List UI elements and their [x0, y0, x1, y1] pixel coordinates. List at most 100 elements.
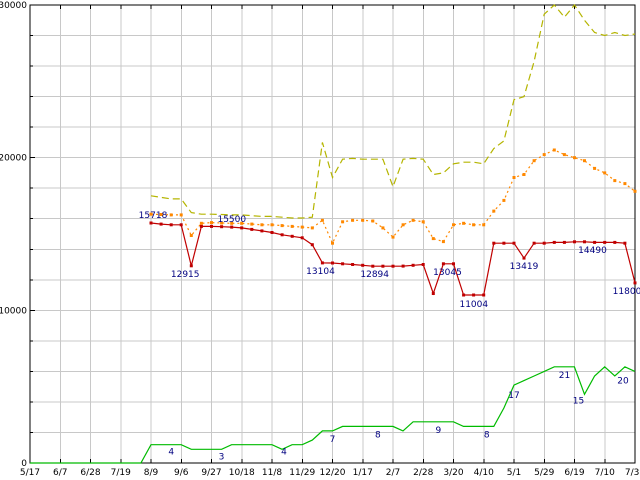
- point-value-label: 12894: [360, 270, 389, 280]
- data-point-marker: [371, 219, 375, 223]
- data-point-marker: [250, 222, 254, 226]
- data-point-marker: [290, 224, 294, 228]
- point-value-label: 12915: [171, 270, 200, 280]
- data-point-marker: [230, 225, 234, 229]
- gridlines: [29, 4, 636, 463]
- data-point-marker: [179, 213, 183, 217]
- data-point-marker: [189, 234, 193, 237]
- x-tick-label: 7/10: [595, 468, 615, 478]
- data-point-marker: [532, 241, 536, 245]
- data-point-marker: [159, 213, 163, 216]
- data-point-marker: [189, 264, 193, 268]
- data-point-marker: [220, 225, 224, 229]
- data-point-marker: [633, 281, 637, 285]
- data-point-marker: [583, 240, 586, 244]
- data-point-marker: [542, 241, 546, 245]
- x-tick-label: 12/20: [320, 468, 346, 478]
- data-point-marker: [462, 221, 466, 225]
- data-point-marker: [452, 223, 455, 227]
- data-point-marker: [270, 223, 274, 227]
- data-point-marker: [169, 213, 173, 217]
- point-value-label: 8: [375, 430, 381, 440]
- data-point-marker: [199, 224, 203, 228]
- data-point-marker: [542, 153, 546, 157]
- data-point-marker: [199, 221, 203, 225]
- data-point-marker: [270, 231, 274, 234]
- data-point-marker: [230, 221, 234, 225]
- data-point-marker: [623, 182, 627, 186]
- y-tick-label: 30000: [0, 1, 27, 11]
- data-point-marker: [421, 220, 425, 224]
- data-point-marker: [472, 293, 476, 297]
- x-tick-label: 7/31: [625, 468, 640, 478]
- data-point-marker: [441, 240, 445, 244]
- data-point-marker: [210, 224, 213, 228]
- data-point-marker: [613, 179, 617, 183]
- point-value-label: 13419: [510, 262, 539, 272]
- point-value-label: 3: [219, 452, 225, 462]
- data-point-marker: [603, 240, 607, 244]
- data-point-marker: [331, 241, 334, 245]
- data-point-marker: [300, 236, 304, 240]
- x-tick-label: 6/28: [80, 468, 100, 478]
- x-tick-label: 5/1: [507, 468, 521, 478]
- data-point-marker: [179, 223, 183, 227]
- data-point-marker: [411, 263, 415, 267]
- data-point-marker: [260, 229, 264, 233]
- data-point-marker: [351, 263, 355, 266]
- data-point-marker: [240, 226, 244, 230]
- x-tick-label: 5/29: [534, 468, 554, 478]
- x-tick-label: 6/7: [53, 468, 67, 478]
- data-point-marker: [401, 264, 405, 268]
- x-tick-label: 7/19: [111, 468, 131, 478]
- data-point-marker: [613, 240, 617, 244]
- point-value-label: 13045: [433, 268, 462, 278]
- point-value-label: 21: [559, 371, 570, 381]
- data-point-marker: [310, 226, 314, 230]
- data-point-marker: [371, 264, 375, 268]
- data-point-marker: [492, 241, 496, 245]
- data-point-marker: [401, 223, 405, 227]
- data-point-marker: [280, 233, 284, 237]
- x-tick-label: 11/8: [262, 468, 282, 478]
- data-point-marker: [159, 222, 163, 226]
- y-tick-label: 10000: [0, 306, 27, 316]
- data-point-marker: [331, 261, 334, 265]
- data-point-marker: [391, 264, 395, 268]
- data-point-marker: [522, 256, 526, 260]
- data-point-marker: [361, 263, 365, 267]
- point-value-label: 13104: [306, 267, 335, 277]
- series-mid-dotted-squares: [149, 148, 637, 245]
- point-value-label: 15: [573, 396, 584, 406]
- point-value-label: 4: [281, 448, 287, 458]
- data-point-marker: [341, 262, 345, 266]
- data-point-marker: [421, 263, 425, 266]
- data-point-marker: [472, 223, 476, 227]
- data-point-marker: [341, 220, 345, 224]
- series-main-solid-squares: [149, 221, 637, 297]
- data-point-marker: [240, 221, 244, 225]
- x-tick-label: 10/18: [229, 468, 255, 478]
- data-point-marker: [361, 218, 365, 222]
- x-tick-label: 2/7: [386, 468, 400, 478]
- point-labels: 15718 12915 15500 13104 12894 13045 11004 13419…: [139, 211, 640, 462]
- data-point-marker: [583, 159, 586, 163]
- x-tick-label: 9/27: [201, 468, 221, 478]
- point-value-label: 8: [484, 430, 490, 440]
- data-point-marker: [431, 292, 435, 295]
- x-tick-label: 5/17: [20, 468, 40, 478]
- data-point-marker: [593, 240, 597, 244]
- data-point-marker: [149, 212, 153, 216]
- data-point-marker: [351, 218, 355, 222]
- point-value-label: 7: [330, 435, 336, 445]
- data-point-marker: [260, 223, 264, 227]
- data-point-marker: [452, 262, 455, 266]
- y-tick-label: 20000: [0, 154, 27, 164]
- y-tick-label: 0: [21, 459, 27, 469]
- data-point-marker: [310, 243, 314, 247]
- series-upper-dashed: [150, 3, 636, 219]
- data-point-marker: [552, 148, 556, 152]
- data-point-marker: [381, 226, 385, 230]
